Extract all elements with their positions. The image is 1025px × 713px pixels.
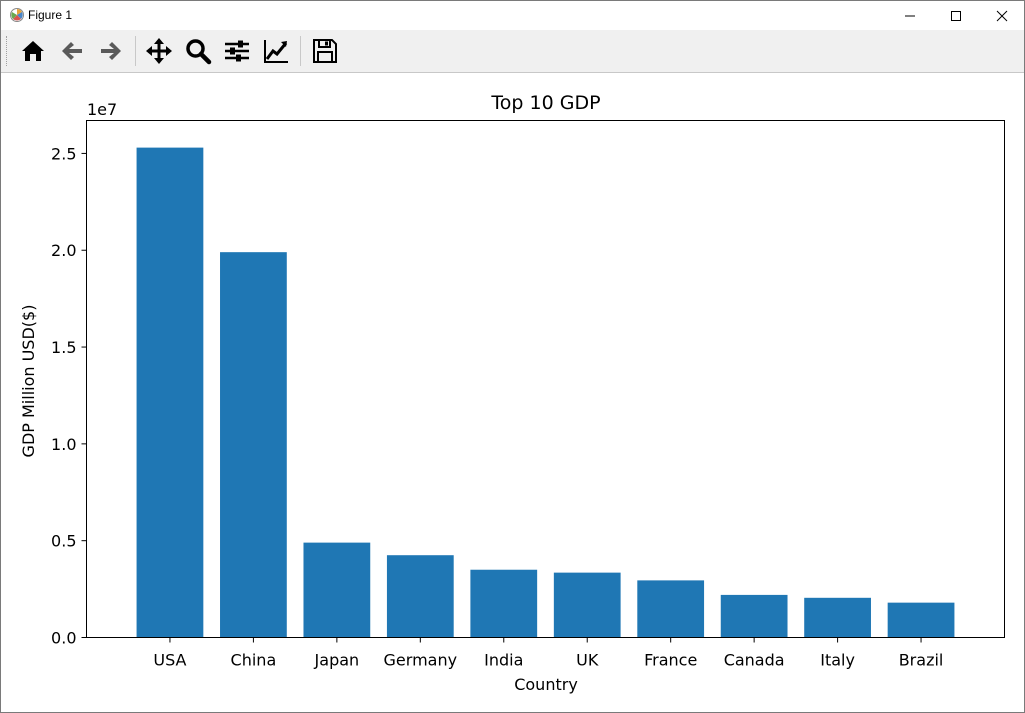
y-tick-label: 1.5 [51, 338, 76, 357]
pan-icon [146, 38, 172, 64]
y-tick-label: 0.0 [51, 629, 76, 648]
toolbar-separator [135, 36, 136, 66]
bars-group [136, 147, 955, 638]
home-button[interactable] [17, 35, 49, 67]
y-tick-label: 2.0 [51, 241, 76, 260]
maximize-button[interactable] [933, 1, 979, 30]
zoom-button[interactable] [182, 35, 214, 67]
axes-frame [86, 120, 1005, 638]
back-button[interactable] [56, 35, 88, 67]
y-tick-label: 2.5 [51, 144, 76, 163]
bar-france [637, 580, 705, 638]
minimize-icon [905, 15, 915, 17]
x-axis-label: Country [514, 675, 578, 694]
configure-subplots-icon [225, 40, 249, 62]
bar-chart: Top 10 GDP 1e7 GDP Million USD($) Countr… [19, 92, 1005, 694]
x-tick-label: USA [153, 651, 186, 670]
bar-india [470, 569, 538, 638]
y-axis-label: GDP Million USD($) [19, 305, 38, 458]
matplotlib-logo-icon [10, 8, 24, 22]
back-arrow-icon [62, 42, 82, 60]
bar-japan [303, 542, 371, 638]
bar-canada [720, 594, 788, 638]
x-tick-label: India [484, 651, 523, 670]
bar-germany [386, 555, 454, 638]
x-tick-label: Canada [724, 651, 785, 670]
toolbar-grip [6, 36, 9, 66]
navigation-toolbar [1, 30, 1024, 73]
pan-button[interactable] [143, 35, 175, 67]
y-axis-offset-label: 1e7 [87, 100, 117, 119]
window-title: Figure 1 [28, 8, 73, 22]
y-tick-label: 1.0 [51, 435, 76, 454]
edit-axis-button[interactable] [260, 35, 292, 67]
forward-button[interactable] [95, 35, 127, 67]
minimize-button[interactable] [887, 1, 933, 30]
bar-usa [136, 147, 204, 638]
home-icon [22, 41, 44, 61]
x-tick-label: UK [576, 651, 599, 670]
x-tick-label: France [644, 651, 697, 670]
toolbar-separator [300, 36, 301, 66]
x-tick-label: China [231, 651, 277, 670]
save-button[interactable] [309, 35, 341, 67]
bar-brazil [887, 602, 955, 638]
bar-italy [804, 597, 871, 638]
edit-axis-icon [264, 40, 288, 63]
close-icon [996, 10, 1008, 22]
configure-subplots-button[interactable] [221, 35, 253, 67]
x-tick-label: Italy [820, 651, 855, 670]
ticks-group: USA China Japan Germany India UK France Canada I… [51, 144, 943, 669]
bar-uk [553, 572, 621, 638]
y-tick-label: 0.5 [51, 532, 76, 551]
close-button[interactable] [979, 1, 1024, 30]
save-icon [313, 39, 337, 63]
maximize-icon [951, 11, 961, 21]
forward-arrow-icon [101, 42, 121, 60]
title-bar: Figure 1 [1, 1, 1024, 30]
bar-china [220, 252, 287, 638]
zoom-icon [186, 39, 212, 65]
x-tick-label: Germany [384, 651, 458, 670]
chart-title: Top 10 GDP [490, 92, 600, 114]
x-tick-label: Japan [314, 651, 360, 670]
x-tick-label: Brazil [899, 651, 944, 670]
